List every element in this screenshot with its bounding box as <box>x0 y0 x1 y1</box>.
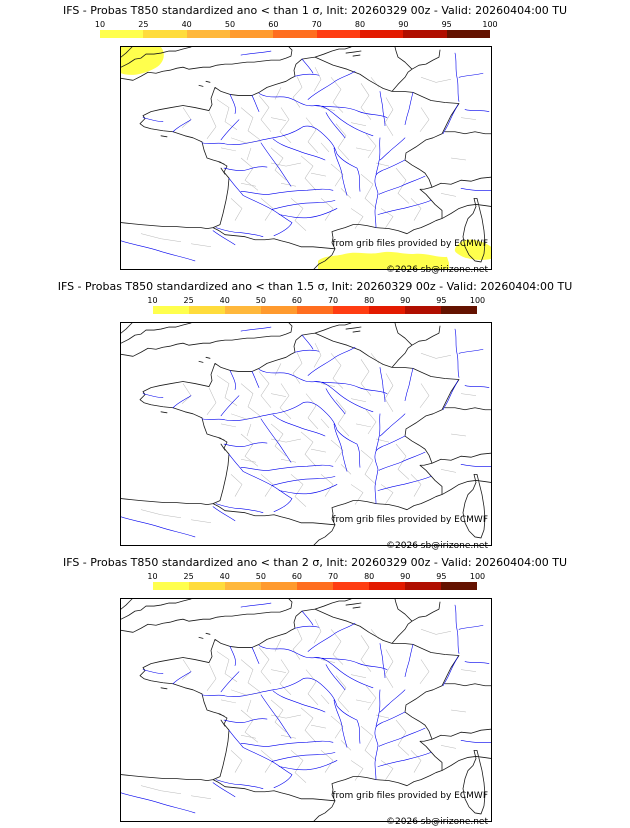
colorbar-tick-label: 100 <box>469 572 486 581</box>
colorbar-gradient <box>152 582 478 590</box>
map-canvas <box>121 599 491 821</box>
colorbar-segment <box>369 306 406 314</box>
probability-shading-10-25 <box>121 47 491 269</box>
colorbar-segment <box>229 30 274 38</box>
colorbar-tick-label: 95 <box>441 20 452 29</box>
colorbar-tick-label: 70 <box>327 296 339 305</box>
france-map-1-sigma: from grib files provided by ECMWF ©2026 … <box>120 46 492 275</box>
colorbar-segment <box>143 30 187 38</box>
colorbar-segment <box>333 306 370 314</box>
colorbar-segment <box>186 30 230 38</box>
colorbar-tick-label: 25 <box>183 572 194 581</box>
colorbar-tick-label: 90 <box>400 296 411 305</box>
colorbar-segment <box>260 582 297 590</box>
colorbar-tick-labels: 10 25 40 50 60 70 80 90 95 100 <box>95 20 498 30</box>
colorbar-tick-label: 40 <box>219 572 230 581</box>
colorbar-tick-label: 40 <box>219 296 230 305</box>
colorbar-tick-labels: 10 25 40 50 60 70 80 90 95 100 <box>147 296 485 306</box>
copyright-text: ©2026 sb@irizone.net <box>386 817 488 827</box>
colorbar-segment <box>296 306 334 314</box>
colorbar-tick-label: 25 <box>183 296 194 305</box>
probability-colorbar: 10 25 40 50 60 70 80 90 95 100 <box>95 20 498 38</box>
colorbar-tick-label: 90 <box>398 20 409 29</box>
colorbar-tick-label: 100 <box>482 20 498 29</box>
panel-prob-lt-1p5-sigma: IFS - Probas T850 standardized ano < tha… <box>0 276 630 552</box>
colorbar-tick-label: 80 <box>354 20 366 29</box>
colorbar-tick-label: 10 <box>147 572 158 581</box>
colorbar-tick-label: 50 <box>255 296 266 305</box>
copyright-text: ©2026 sb@irizone.net <box>386 265 488 275</box>
colorbar-tick-label: 80 <box>364 572 375 581</box>
colorbar-tick-label: 60 <box>291 296 303 305</box>
grib-credit-text: from grib files provided by ECMWF <box>332 515 488 525</box>
colorbar-segment <box>152 582 189 590</box>
panel-prob-lt-2-sigma: IFS - Probas T850 standardized ano < tha… <box>0 552 630 828</box>
colorbar-segment <box>405 582 442 590</box>
grib-credit-text: from grib files provided by ECMWF <box>332 791 488 801</box>
copyright-text: ©2026 sb@irizone.net <box>386 541 488 551</box>
colorbar-segment <box>188 582 225 590</box>
colorbar-segment <box>369 582 406 590</box>
shaded-region-pyrenees-spain <box>318 251 449 269</box>
colorbar-segment <box>405 306 442 314</box>
colorbar-segment <box>188 306 225 314</box>
colorbar-tick-label: 70 <box>311 20 322 29</box>
colorbar-tick-label: 10 <box>94 20 106 29</box>
france-geography-ref <box>121 47 491 269</box>
colorbar-tick-label: 60 <box>268 20 279 29</box>
colorbar-segment <box>260 306 297 314</box>
colorbar-tick-label: 25 <box>138 20 149 29</box>
colorbar-gradient <box>100 30 490 38</box>
colorbar-tick-labels: 10 25 40 50 60 70 80 90 95 100 <box>147 572 485 582</box>
colorbar-segment <box>273 30 317 38</box>
map-canvas <box>121 323 491 545</box>
colorbar-tick-label: 50 <box>255 572 266 581</box>
colorbar-tick-label: 80 <box>364 296 375 305</box>
colorbar-segment <box>100 30 144 38</box>
france-map-1p5-sigma: from grib files provided by ECMWF ©2026 … <box>120 322 492 551</box>
france-geography-ref <box>121 323 491 545</box>
probability-colorbar: 10 25 40 50 60 70 80 90 95 100 <box>147 296 485 314</box>
colorbar-segment <box>446 30 490 38</box>
colorbar-segment <box>224 582 261 590</box>
colorbar-segment <box>296 582 334 590</box>
map-canvas <box>121 47 491 269</box>
colorbar-tick-label: 100 <box>469 296 486 305</box>
colorbar-gradient <box>152 306 478 314</box>
colorbar-tick-label: 70 <box>327 572 339 581</box>
panel-title: IFS - Probas T850 standardized ano < tha… <box>57 280 573 293</box>
colorbar-segment <box>316 30 360 38</box>
colorbar-segment <box>333 582 370 590</box>
panel-title: IFS - Probas T850 standardized ano < tha… <box>62 556 568 569</box>
france-map-2-sigma: from grib files provided by ECMWF ©2026 … <box>120 598 492 827</box>
colorbar-segment <box>224 306 261 314</box>
panel-prob-lt-1-sigma: IFS - Probas T850 standardized ano < tha… <box>0 0 630 276</box>
colorbar-tick-label: 50 <box>224 20 236 29</box>
colorbar-segment <box>359 30 404 38</box>
probability-colorbar: 10 25 40 50 60 70 80 90 95 100 <box>147 572 485 590</box>
shaded-region-near-corsica <box>454 239 491 260</box>
colorbar-segment <box>441 582 478 590</box>
colorbar-tick-label: 60 <box>291 572 303 581</box>
colorbar-tick-label: 90 <box>400 572 411 581</box>
colorbar-tick-label: 40 <box>181 20 192 29</box>
colorbar-tick-label: 10 <box>147 296 158 305</box>
colorbar-tick-label: 95 <box>436 296 447 305</box>
colorbar-segment <box>441 306 478 314</box>
colorbar-segment <box>403 30 447 38</box>
colorbar-tick-label: 95 <box>436 572 447 581</box>
colorbar-segment <box>152 306 189 314</box>
panel-title: IFS - Probas T850 standardized ano < tha… <box>62 4 568 17</box>
grib-credit-text: from grib files provided by ECMWF <box>332 239 488 249</box>
france-geography-ref <box>121 599 491 821</box>
